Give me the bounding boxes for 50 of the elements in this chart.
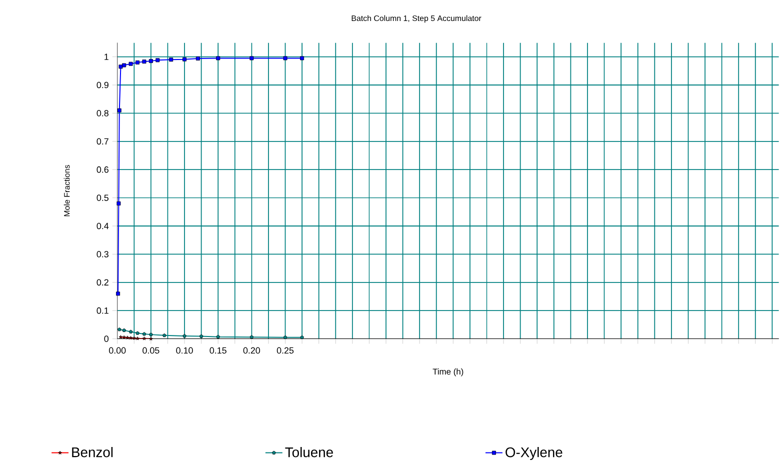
point — [142, 332, 146, 336]
point — [118, 334, 123, 339]
x-tick-label: 0.05 — [142, 347, 160, 354]
point — [128, 330, 133, 334]
point — [136, 330, 140, 335]
point — [149, 336, 153, 340]
point — [122, 63, 126, 68]
legend-label: Toluene — [285, 446, 333, 458]
point — [182, 334, 186, 338]
x-tick-label: 0.00 — [109, 347, 126, 354]
point — [169, 57, 174, 62]
point — [128, 336, 133, 340]
point — [118, 64, 123, 68]
legend-label: O-Xylene — [506, 446, 562, 460]
point — [136, 336, 140, 340]
point — [300, 56, 304, 60]
y-tick-label: 0.5 — [96, 194, 108, 201]
point — [196, 56, 200, 60]
y-tick-label: 0.7 — [96, 138, 108, 144]
point — [300, 335, 304, 339]
x-tick-label: 0.15 — [210, 347, 226, 354]
point — [122, 328, 126, 332]
y-tick-label: 0.8 — [96, 110, 108, 116]
y-tick-label: 0 — [104, 335, 109, 342]
y-tick-label: 0.1 — [96, 307, 108, 314]
point — [162, 333, 166, 337]
y-tick-label: 0.3 — [96, 250, 108, 258]
y-tick-label: 0.2 — [96, 279, 108, 286]
y-tick-label: 0.9 — [96, 82, 108, 88]
x-tick-label: 0.25 — [276, 347, 294, 354]
y-tick-label: 0.6 — [96, 166, 108, 173]
point — [132, 336, 136, 340]
point — [142, 336, 146, 340]
point — [116, 201, 121, 206]
x-tick-label: 0.20 — [243, 347, 260, 354]
y-tick-label: 1 — [104, 54, 108, 60]
x-axis-title: Time (h) — [432, 368, 464, 376]
point — [182, 57, 186, 62]
point — [122, 335, 126, 339]
x-tick-label: 0.10 — [176, 347, 193, 354]
point — [117, 327, 122, 331]
point — [128, 62, 133, 66]
point — [142, 59, 146, 64]
point — [156, 58, 160, 62]
y-tick-label: 0.4 — [96, 222, 109, 229]
legend-label: Benzol — [72, 446, 113, 458]
point — [117, 108, 122, 112]
point — [136, 60, 140, 64]
point — [116, 292, 120, 296]
point — [126, 336, 130, 340]
